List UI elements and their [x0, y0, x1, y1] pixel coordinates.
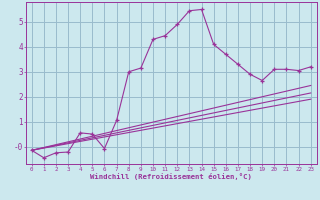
X-axis label: Windchill (Refroidissement éolien,°C): Windchill (Refroidissement éolien,°C)	[90, 173, 252, 180]
